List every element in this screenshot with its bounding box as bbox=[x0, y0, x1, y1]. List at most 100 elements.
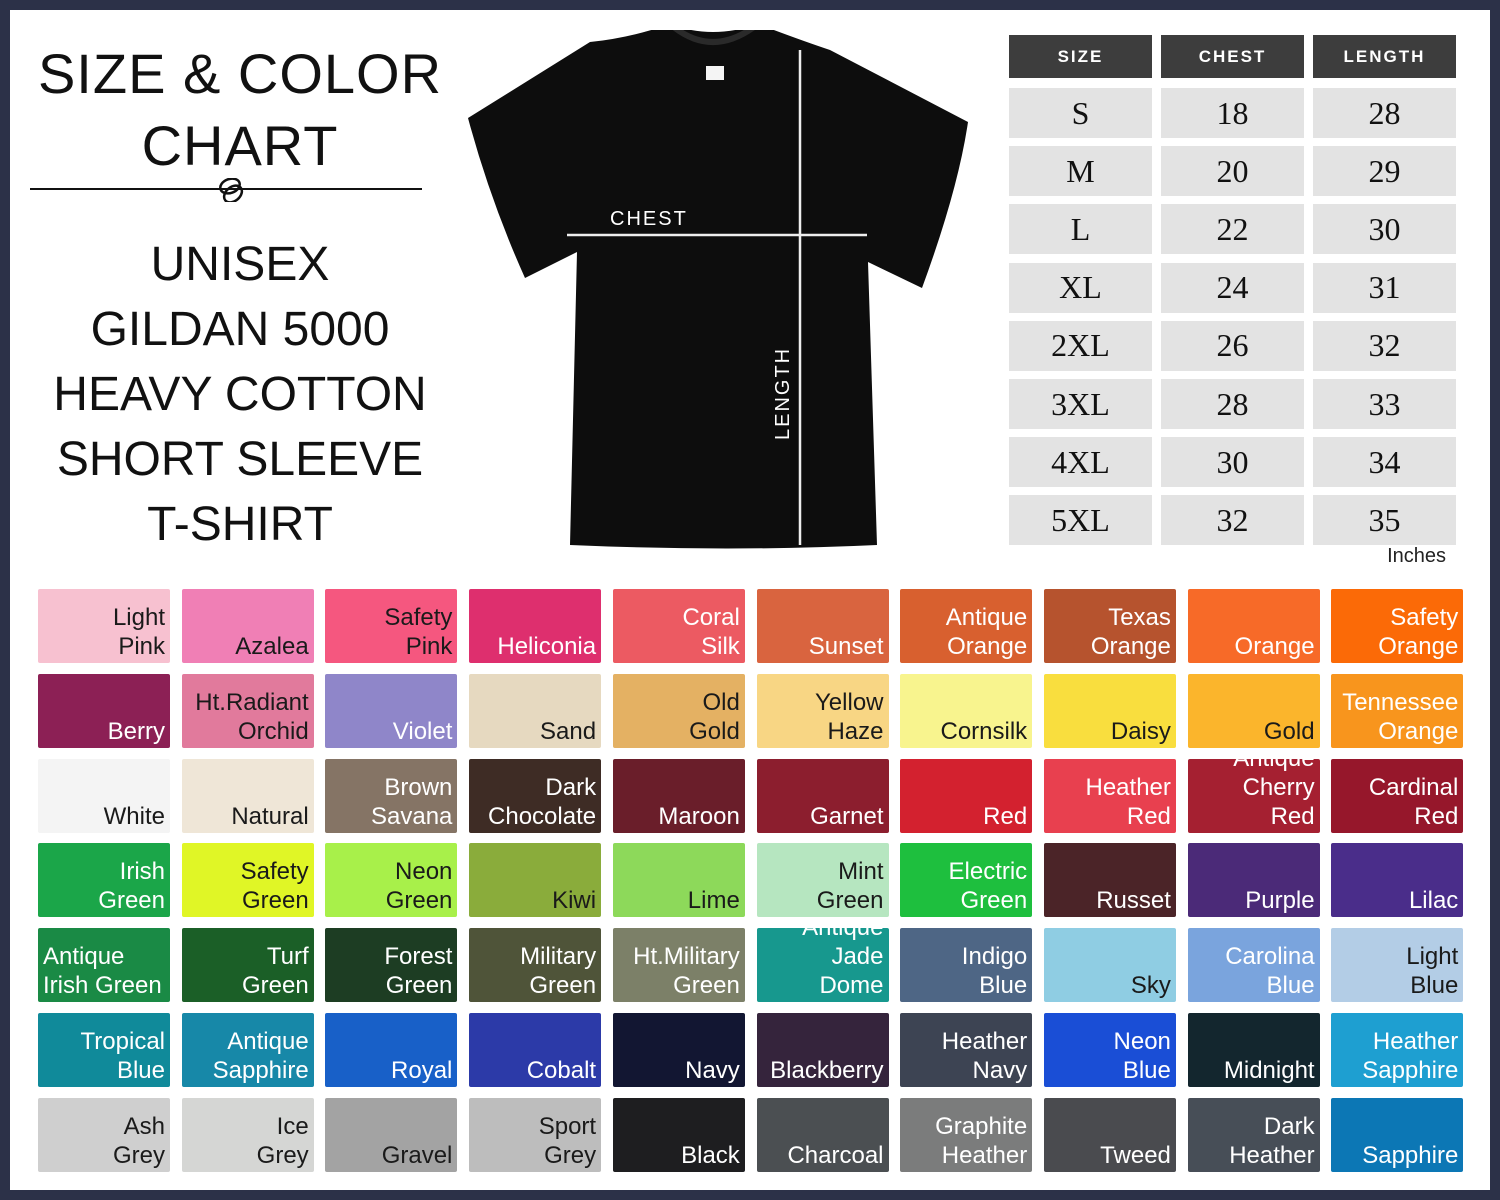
color-swatch: Gravel bbox=[325, 1097, 458, 1172]
color-swatch: Tennessee Orange bbox=[1331, 673, 1464, 748]
table-cell: 35 bbox=[1313, 495, 1456, 546]
color-swatch: Antique Jade Dome bbox=[756, 914, 889, 1003]
color-swatch: Neon Green bbox=[325, 843, 458, 918]
color-swatch: Carolina Blue bbox=[1187, 928, 1320, 1003]
table-cell: 33 bbox=[1313, 379, 1456, 429]
color-swatch: Lilac bbox=[1331, 843, 1464, 918]
color-swatch: Berry bbox=[38, 673, 170, 748]
table-cell: 29 bbox=[1313, 146, 1456, 197]
color-swatch: Safety Pink bbox=[325, 589, 458, 663]
color-swatch: Tweed bbox=[1043, 1097, 1176, 1172]
color-swatch: Heather Red bbox=[1043, 758, 1176, 833]
color-swatch: Light Pink bbox=[38, 589, 170, 663]
color-swatch: Purple bbox=[1187, 843, 1320, 918]
title: SIZE & COLOR CHART bbox=[20, 38, 460, 182]
subtitle-line: HEAVY COTTON bbox=[53, 368, 427, 421]
color-swatch: Texas Orange bbox=[1043, 589, 1176, 663]
color-swatch: Cobalt bbox=[469, 1013, 602, 1087]
color-swatch: Military Green bbox=[469, 928, 602, 1003]
table-cell: 18 bbox=[1161, 88, 1304, 138]
subtitle-line: SHORT SLEEVE bbox=[56, 433, 424, 486]
color-swatch: Azalea bbox=[181, 589, 314, 663]
color-swatch: Garnet bbox=[756, 758, 889, 833]
table-cell: 32 bbox=[1161, 495, 1304, 546]
color-swatch: Graphite Heather bbox=[900, 1097, 1033, 1172]
color-swatch: Heather Sapphire bbox=[1331, 1013, 1464, 1087]
color-swatch: Daisy bbox=[1043, 673, 1176, 748]
color-swatch: Indigo Blue bbox=[900, 928, 1033, 1003]
table-cell: M bbox=[1009, 146, 1152, 197]
column-header: CHEST bbox=[1161, 35, 1304, 78]
color-swatch: Heather Navy bbox=[900, 1013, 1033, 1087]
color-swatch: Antique Orange bbox=[900, 589, 1033, 663]
color-swatch: Ash Grey bbox=[38, 1097, 170, 1172]
color-swatch: Ice Grey bbox=[181, 1097, 314, 1172]
color-swatch: Ht.Radiant Orchid bbox=[181, 673, 314, 748]
color-swatch: Coral Silk bbox=[612, 589, 745, 663]
ornament-divider bbox=[30, 178, 422, 202]
color-swatch: Black bbox=[612, 1097, 745, 1172]
table-cell: 24 bbox=[1161, 262, 1304, 313]
color-swatch: Forest Green bbox=[325, 928, 458, 1003]
table-cell: L bbox=[1009, 204, 1152, 255]
color-swatch: Red bbox=[900, 758, 1033, 833]
color-swatch: Gold bbox=[1187, 673, 1320, 748]
color-swatch: Irish Green bbox=[38, 843, 170, 918]
color-swatch: Safety Green bbox=[181, 843, 314, 918]
color-swatch: Kiwi bbox=[469, 843, 602, 918]
table-cell: S bbox=[1009, 88, 1152, 138]
color-swatch: Old Gold bbox=[612, 673, 745, 748]
table-cell: 22 bbox=[1161, 204, 1304, 255]
color-swatch: Orange bbox=[1187, 589, 1320, 663]
column-header: LENGTH bbox=[1313, 35, 1456, 78]
color-swatch: Sky bbox=[1043, 928, 1176, 1003]
color-swatch: Cardinal Red bbox=[1331, 758, 1464, 833]
subtitle-line: GILDAN 5000 bbox=[90, 303, 390, 356]
color-swatch: Natural bbox=[181, 758, 314, 833]
color-swatch: Royal bbox=[325, 1013, 458, 1087]
color-swatch: Sport Grey bbox=[469, 1097, 602, 1172]
column-header: SIZE bbox=[1009, 35, 1152, 78]
color-swatch: Russet bbox=[1043, 843, 1176, 918]
color-swatch: Antique Irish Green bbox=[38, 928, 170, 1003]
color-swatch: Midnight bbox=[1187, 1013, 1320, 1087]
color-swatch: Charcoal bbox=[756, 1097, 889, 1172]
color-swatch: Lime bbox=[612, 843, 745, 918]
color-swatch: Cornsilk bbox=[900, 673, 1033, 748]
color-swatch: Brown Savana bbox=[325, 758, 458, 833]
table-cell: 26 bbox=[1161, 320, 1304, 371]
color-swatch: Antique Sapphire bbox=[181, 1013, 314, 1087]
unit-label: Inches bbox=[1387, 545, 1446, 567]
color-swatch: Neon Blue bbox=[1043, 1013, 1176, 1087]
table-cell: 20 bbox=[1161, 146, 1304, 197]
tshirt-shape bbox=[468, 30, 968, 549]
table-cell: 28 bbox=[1313, 88, 1456, 138]
color-swatch: Yellow Haze bbox=[756, 673, 889, 748]
title-line-2: CHART bbox=[141, 114, 339, 177]
table-cell: 3XL bbox=[1009, 379, 1152, 429]
color-swatch: Sapphire bbox=[1331, 1097, 1464, 1172]
color-swatch: Light Blue bbox=[1331, 928, 1464, 1003]
color-swatch: Violet bbox=[325, 673, 458, 748]
tshirt-diagram: CHEST LENGTH bbox=[468, 30, 968, 549]
length-label: LENGTH bbox=[772, 347, 794, 440]
color-swatch: Heliconia bbox=[469, 589, 602, 663]
color-swatch: Blackberry bbox=[756, 1013, 889, 1087]
color-swatch: Navy bbox=[612, 1013, 745, 1087]
color-swatch: Dark Heather bbox=[1187, 1097, 1320, 1172]
table-cell: 30 bbox=[1313, 204, 1456, 255]
color-swatch: Electric Green bbox=[900, 843, 1033, 918]
color-swatch: Tropical Blue bbox=[38, 1013, 170, 1087]
color-swatch: Sand bbox=[469, 673, 602, 748]
chest-label: CHEST bbox=[610, 208, 688, 230]
subtitle-line: UNISEX bbox=[150, 238, 330, 291]
color-swatch: Ht.Military Green bbox=[612, 928, 745, 1003]
table-cell: XL bbox=[1009, 262, 1152, 313]
color-swatch: Safety Orange bbox=[1331, 589, 1464, 663]
table-cell: 34 bbox=[1313, 437, 1456, 488]
table-cell: 32 bbox=[1313, 320, 1456, 371]
color-swatch: White bbox=[38, 758, 170, 833]
table-cell: 30 bbox=[1161, 437, 1304, 488]
title-line-1: SIZE & COLOR bbox=[37, 42, 443, 105]
color-swatch: Dark Chocolate bbox=[469, 758, 602, 833]
